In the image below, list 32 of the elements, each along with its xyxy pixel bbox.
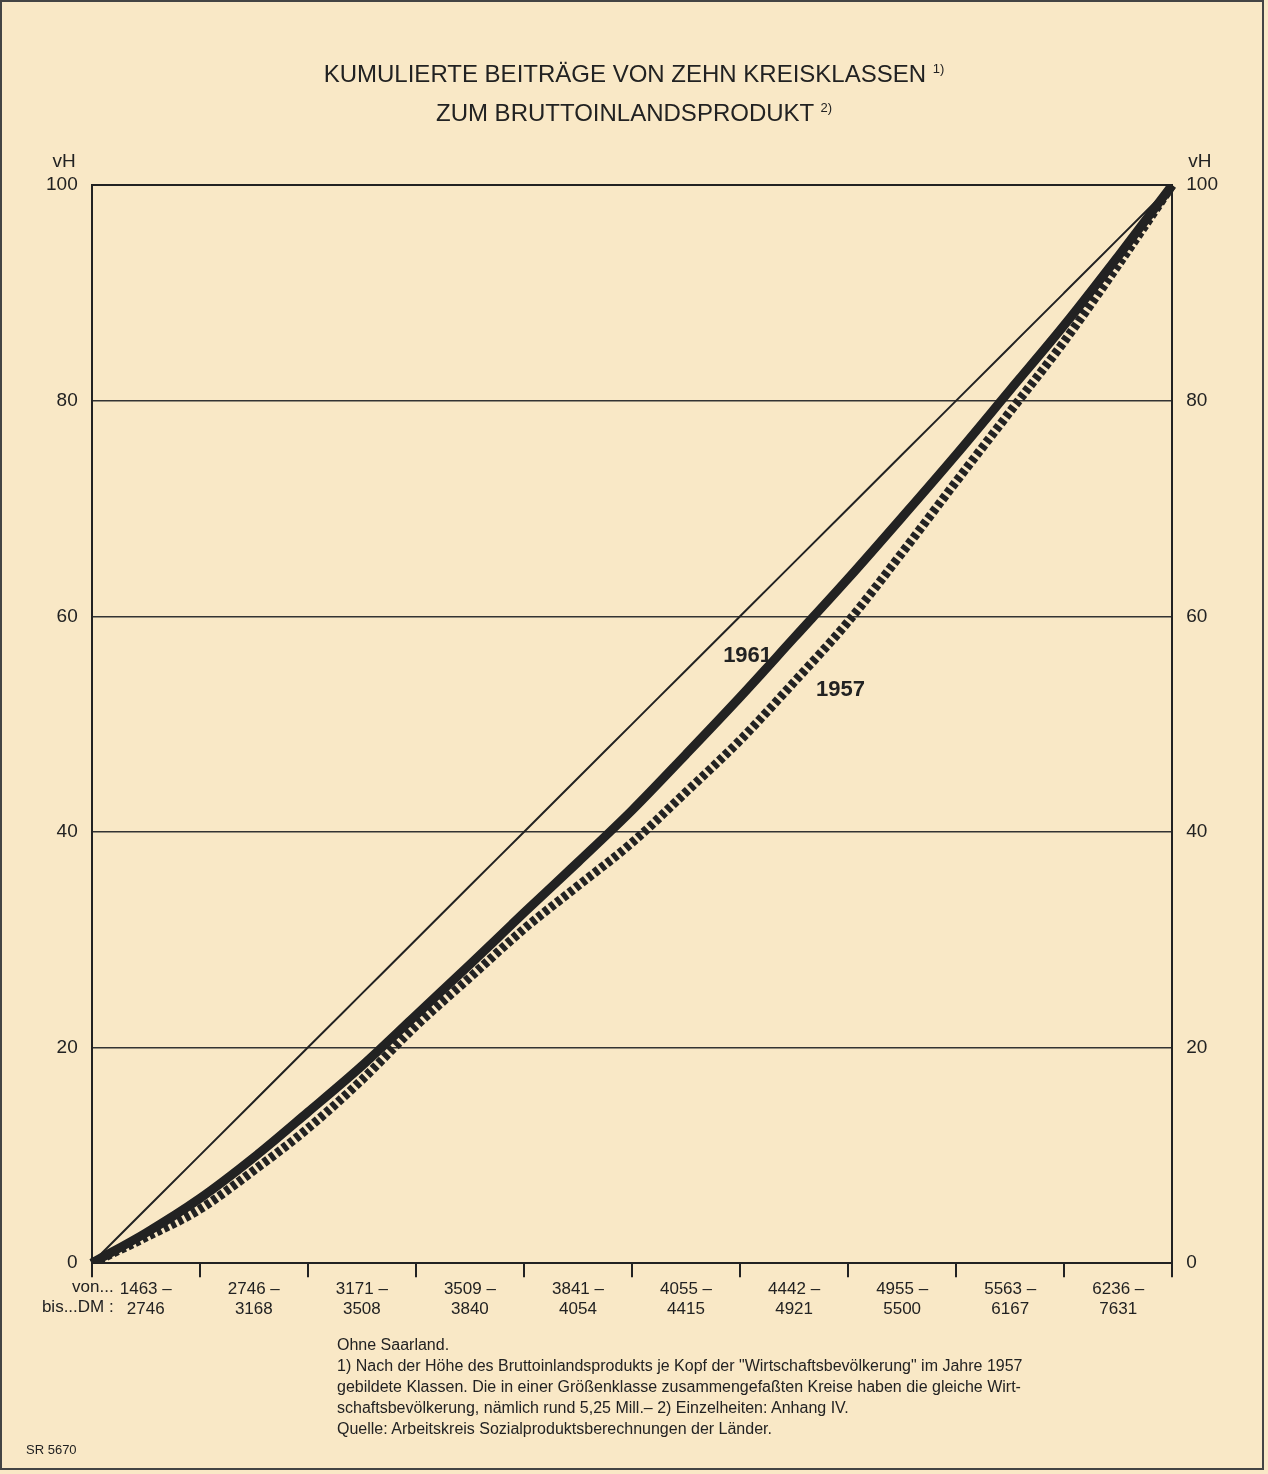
y-axis-title: vH (52, 149, 76, 171)
x-tick-label: 3171 – 3508 (335, 1279, 389, 1319)
x-tick-label: 6236 – 7631 (1092, 1279, 1145, 1319)
x-tick-label: 5563 – 6167 (984, 1279, 1037, 1319)
y-tick-label: 100 (46, 173, 78, 195)
text: 1) Nach der Höhe des Bruttoinlandsprodukts je Kopf der "Wirtschaftsbevölkerung" im Jahre 1957 gebildete Klassen. Die in einer Größenklasse zusammengefaßten Kreise haben die gleiche Wirt- schaftsbevölkerung, nämlich rund 5,25 Mill.– 2) Einzelheiten: Anhang IV. (337, 1356, 1024, 1418)
y2-tick-label: 40 (1186, 820, 1208, 842)
x-tick-label: 2746 – 3168 (227, 1279, 281, 1319)
x-tick-label: 3509 – 3840 (443, 1279, 497, 1319)
y2-tick-label: 80 (1186, 388, 1208, 410)
y2-tick-label: 20 (1186, 1035, 1208, 1057)
x-tick-label: 4955 – 5500 (876, 1279, 929, 1319)
y-tick-label: 40 (56, 820, 78, 842)
chart-title: KUMULIERTE BEITRÄGE VON ZEHN KREISKLASSEN $^{1)}$ ZUM BRUTTOINLANDSPRODUKT $^{2)}$ (323, 60, 945, 126)
y2-axis-title: vH (1188, 149, 1212, 171)
x-tick-label: 3841 – 4054 (551, 1279, 605, 1319)
x-tick-label: 1463 – 2746 (119, 1279, 173, 1319)
x-tick-label: 4442 – 4921 (768, 1279, 821, 1319)
y2-tick-label: 100 (1186, 173, 1218, 195)
series-label: 1961 (723, 641, 773, 667)
text: Ohne Saarland. (337, 1335, 451, 1355)
text: SR 5670 (26, 1442, 77, 1457)
source-note: Quelle: Arbeitskreis Sozialproduktsberechnungen der Länder. (337, 1419, 773, 1439)
y-tick-label: 80 (56, 388, 78, 410)
y-tick-label: 60 (56, 604, 78, 626)
text: von... bis...DM : (41, 1277, 114, 1317)
x-tick-label: 4055 – 4415 (660, 1279, 713, 1319)
y-tick-label: 20 (56, 1035, 78, 1057)
y-tick-label: 0 (67, 1251, 78, 1273)
series-label: 1957 (816, 676, 866, 702)
y2-tick-label: 60 (1186, 604, 1208, 626)
y2-tick-label: 0 (1186, 1251, 1197, 1273)
